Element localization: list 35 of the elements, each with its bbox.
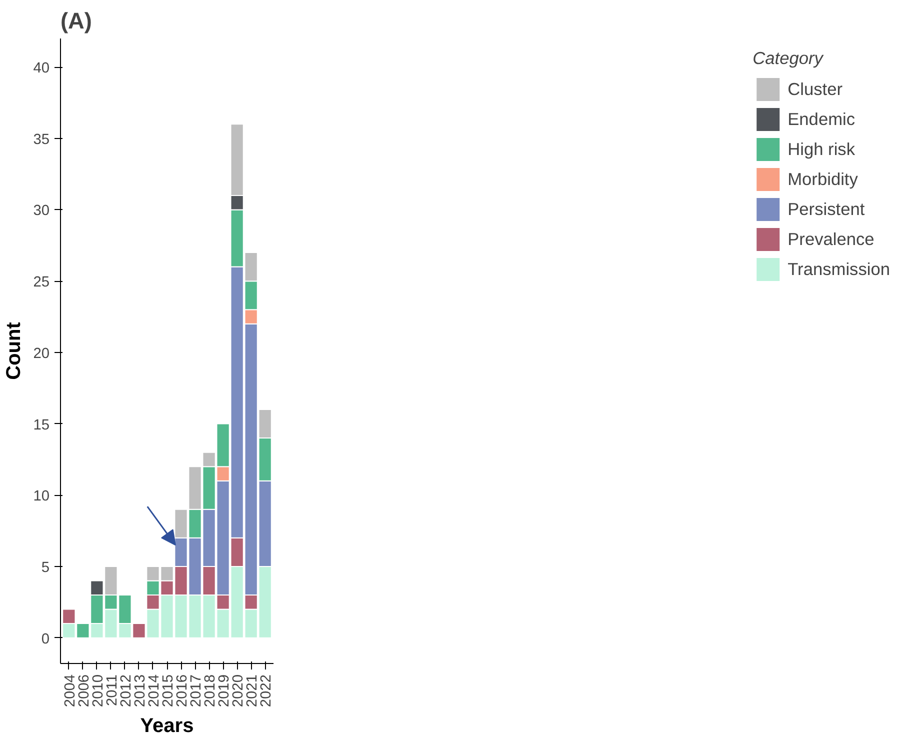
legend-label: Persistent	[788, 198, 865, 220]
legend-label: Transmission	[788, 258, 890, 280]
legend-label: Cluster	[788, 78, 842, 100]
x-tick-label: 2006	[76, 674, 92, 708]
x-tick-label: 2016	[174, 674, 191, 708]
x-tick-label: 2015	[160, 674, 176, 708]
legend-label: Morbidity	[788, 168, 858, 190]
y-tick-label: 0	[41, 631, 50, 648]
legend-label: High risk	[788, 138, 856, 160]
x-tick-label: 2017	[188, 674, 205, 708]
x-tick-label: 2019	[216, 674, 233, 708]
legend-title: Category	[752, 48, 824, 69]
y-tick-label: 25	[33, 274, 50, 291]
x-tick-label: 2022	[258, 674, 275, 708]
legend-label: Endemic	[788, 108, 856, 130]
y-tick-label: 40	[33, 60, 50, 77]
y-tick-label: 30	[33, 203, 50, 220]
x-tick-label: 2020	[230, 674, 247, 708]
x-tick-label: 2010	[90, 674, 106, 708]
y-tick-label: 35	[33, 132, 50, 148]
y-tick-label: 10	[33, 488, 50, 505]
x-tick-label: 2021	[244, 674, 261, 708]
x-tick-label: 2018	[202, 674, 219, 708]
chart-title: (A)	[60, 8, 92, 34]
x-tick-label: 2014	[146, 674, 162, 708]
y-tick-label: 15	[33, 417, 50, 434]
x-tick-label: 2011	[104, 674, 120, 706]
y-tick-label: 5	[41, 560, 50, 576]
x-axis-title: Years	[140, 715, 194, 738]
x-tick-label: 2012	[118, 674, 134, 708]
x-tick-label: 2004	[62, 674, 78, 708]
legend-label: Prevalence	[788, 228, 874, 250]
x-tick-label: 2013	[132, 674, 148, 708]
y-tick-label: 20	[33, 346, 50, 362]
y-axis-title: Count	[3, 322, 26, 380]
